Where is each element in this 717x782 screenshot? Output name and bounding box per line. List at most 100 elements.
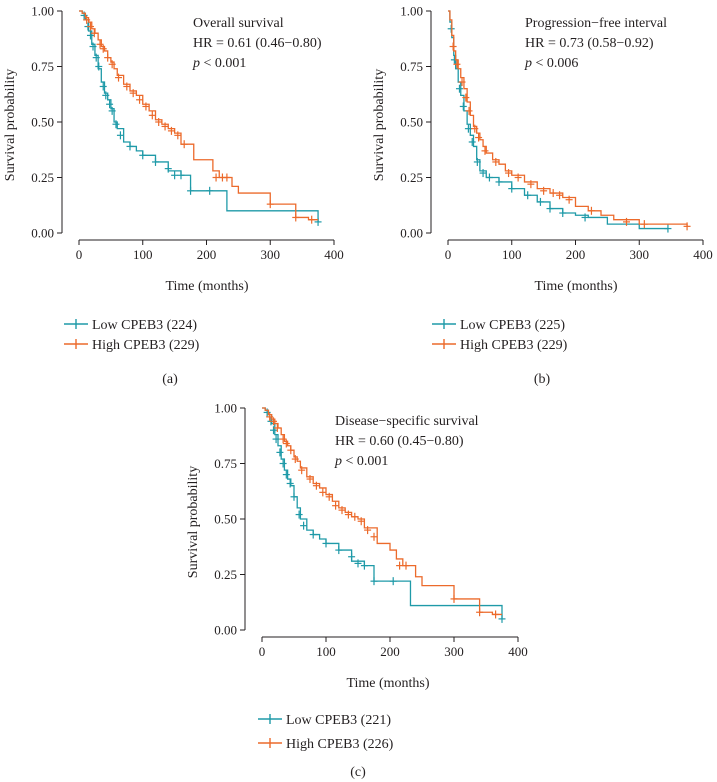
censor-mark [270, 426, 278, 435]
censor-mark [306, 475, 314, 484]
legend-label-high: High CPEB3 (229) [460, 338, 568, 353]
censor-mark [270, 417, 278, 426]
x-tick-label: 400 [693, 247, 713, 262]
censor-mark [266, 200, 274, 209]
censor-mark [581, 213, 589, 222]
legend-item-high: High CPEB3 (229) [64, 338, 200, 353]
censor-mark [396, 561, 404, 570]
censor-mark [623, 217, 630, 226]
legend-item-low: Low CPEB3 (225) [432, 318, 565, 333]
censor-mark [108, 106, 116, 115]
x-axis: 0 100 200 300 400 [76, 239, 344, 262]
censor-mark [123, 82, 131, 91]
censor-mark [152, 157, 159, 166]
censor-mark [89, 42, 97, 51]
series-low-cpeb3 [79, 10, 322, 226]
censor-mark [308, 215, 316, 224]
censor-mark [106, 100, 114, 109]
x-tick-label: 0 [259, 644, 266, 659]
censor-mark [287, 446, 295, 455]
legend-label-low: Low CPEB3 (224) [92, 318, 197, 333]
censor-mark [559, 209, 567, 218]
y-axis: 0.00 0.25 0.50 0.75 1.00 [214, 401, 246, 638]
censor-mark [102, 91, 110, 100]
censor-mark [473, 157, 481, 166]
survival-curve-low [448, 10, 668, 230]
censor-mark [338, 506, 346, 515]
legend: Low CPEB3 (224) High CPEB3 (229) [64, 318, 200, 353]
censor-mark [180, 140, 188, 149]
x-tick-label: 400 [508, 644, 528, 659]
y-tick-label: 1.00 [214, 401, 237, 416]
x-axis-label: Time (months) [534, 279, 617, 294]
x-tick-label: 300 [261, 247, 281, 262]
censor-mark [492, 157, 500, 166]
censor-mark [344, 510, 352, 519]
censor-mark [129, 89, 137, 98]
censor-mark [112, 120, 120, 129]
censor-mark [536, 197, 544, 206]
censor-mark [83, 15, 91, 24]
censor-mark [524, 191, 532, 200]
censor-mark [282, 470, 290, 479]
censor-mark [508, 184, 516, 193]
censor-mark [471, 124, 479, 133]
censor-mark [479, 169, 487, 178]
censor-mark [322, 539, 330, 548]
censor-mark [282, 439, 290, 448]
censor-mark [148, 111, 156, 120]
censor-mark [99, 44, 107, 53]
y-tick-label: 1.00 [31, 4, 54, 19]
panel-label: (a) [162, 372, 178, 387]
plot-area: 0.00 0.25 0.50 0.75 1.00 0 100 200 300 400 [31, 4, 344, 263]
censor-mark [549, 189, 557, 198]
censor-mark [468, 137, 476, 146]
y-tick-label: 0.75 [31, 59, 54, 74]
censor-mark [136, 95, 144, 104]
censor-mark [351, 512, 359, 521]
censor-mark [354, 559, 362, 568]
legend-item-low: Low CPEB3 (224) [64, 318, 197, 333]
censor-mark [167, 126, 175, 135]
censor-mark [485, 173, 493, 182]
censor-mark [187, 186, 195, 195]
censor-mark [464, 124, 472, 133]
x-axis: 0 100 200 300 400 [259, 636, 528, 659]
censor-mark [139, 151, 147, 160]
x-tick-label: 200 [197, 247, 217, 262]
censor-mark [86, 22, 94, 31]
censor-mark [348, 552, 356, 561]
legend-item-low: Low CPEB3 (221) [258, 713, 391, 728]
censor-mark [492, 610, 500, 619]
censor-mark [481, 146, 489, 155]
censor-mark [314, 217, 322, 226]
x-tick-label: 100 [502, 247, 522, 262]
censor-mark [402, 561, 410, 570]
plot-title: Progression−free interval [525, 16, 667, 31]
censor-mark [212, 173, 220, 182]
censor-mark [389, 577, 397, 586]
censor-mark [312, 481, 320, 490]
censor-mark [475, 133, 483, 142]
y-axis-label: Survival probability [372, 69, 387, 181]
censor-mark [458, 78, 466, 87]
series-high-cpeb3 [262, 407, 502, 619]
hazard-ratio: HR = 0.61 (0.46−0.80) [193, 36, 322, 51]
legend: Low CPEB3 (225) High CPEB3 (229) [432, 318, 568, 353]
censor-mark [104, 53, 112, 62]
censor-mark [116, 131, 124, 140]
x-axis: 0 100 200 300 400 [445, 239, 713, 262]
legend-label-low: Low CPEB3 (225) [460, 318, 565, 333]
legend-item-high: High CPEB3 (226) [258, 737, 394, 752]
censor-mark [309, 530, 317, 539]
censor-mark [292, 213, 300, 222]
censor-mark [459, 102, 467, 111]
censor-mark [295, 510, 303, 519]
panel-b-progression-free-interval: 0.00 0.25 0.50 0.75 1.00 0 100 200 300 400 Surviv… [372, 4, 713, 388]
series-low-cpeb3 [447, 10, 672, 233]
censor-mark [664, 224, 672, 233]
censor-mark [298, 466, 306, 475]
hazard-ratio: HR = 0.60 (0.45−0.80) [335, 434, 464, 449]
censor-mark [108, 60, 116, 69]
